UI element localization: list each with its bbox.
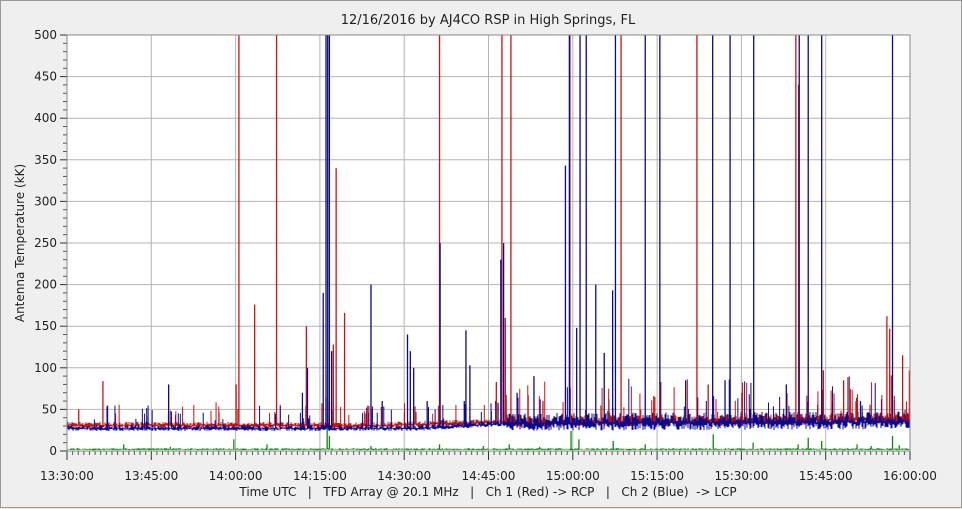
x-tick-label: 14:15:00 — [293, 469, 347, 483]
x-axis-label: Time UTC | TFD Array @ 20.1 MHz | Ch 1 (… — [238, 485, 736, 499]
y-axis-label: Antenna Temperature (kK) — [13, 164, 27, 322]
y-tick-label: 350 — [34, 153, 57, 167]
y-tick-label: 500 — [34, 28, 57, 42]
x-tick-label: 14:30:00 — [377, 469, 431, 483]
x-tick-label: 16:00:00 — [883, 469, 937, 483]
y-tick-label: 400 — [34, 111, 57, 125]
x-tick-label: 13:45:00 — [124, 469, 178, 483]
y-tick-label: 300 — [34, 194, 57, 208]
plot-border — [66, 34, 911, 452]
x-tick-label: 13:30:00 — [40, 469, 94, 483]
x-tick-label: 14:00:00 — [209, 469, 263, 483]
x-tick-label: 15:15:00 — [630, 469, 684, 483]
x-tick-label: 15:00:00 — [546, 469, 600, 483]
baseline-layer — [66, 375, 911, 451]
y-tick-label: 200 — [34, 278, 57, 292]
x-tick-label: 15:45:00 — [799, 469, 853, 483]
x-tick-label: 15:30:00 — [714, 469, 768, 483]
y-tick-label: 50 — [42, 402, 57, 416]
x-tick-label: 14:45:00 — [462, 469, 516, 483]
y-tick-label: 0 — [49, 444, 57, 458]
y-tick-label: 150 — [34, 319, 57, 333]
y-tick-label: 100 — [34, 361, 57, 375]
spike-layer — [78, 35, 911, 450]
axes: 0 50 100 150 200 250 300 350 400 450 500 13:30:00 13… — [34, 28, 937, 483]
chart-title: 12/16/2016 by AJ4CO RSP in High Springs,… — [341, 13, 636, 28]
y-tick-label: 250 — [34, 236, 57, 250]
y-tick-label: 450 — [34, 70, 57, 84]
